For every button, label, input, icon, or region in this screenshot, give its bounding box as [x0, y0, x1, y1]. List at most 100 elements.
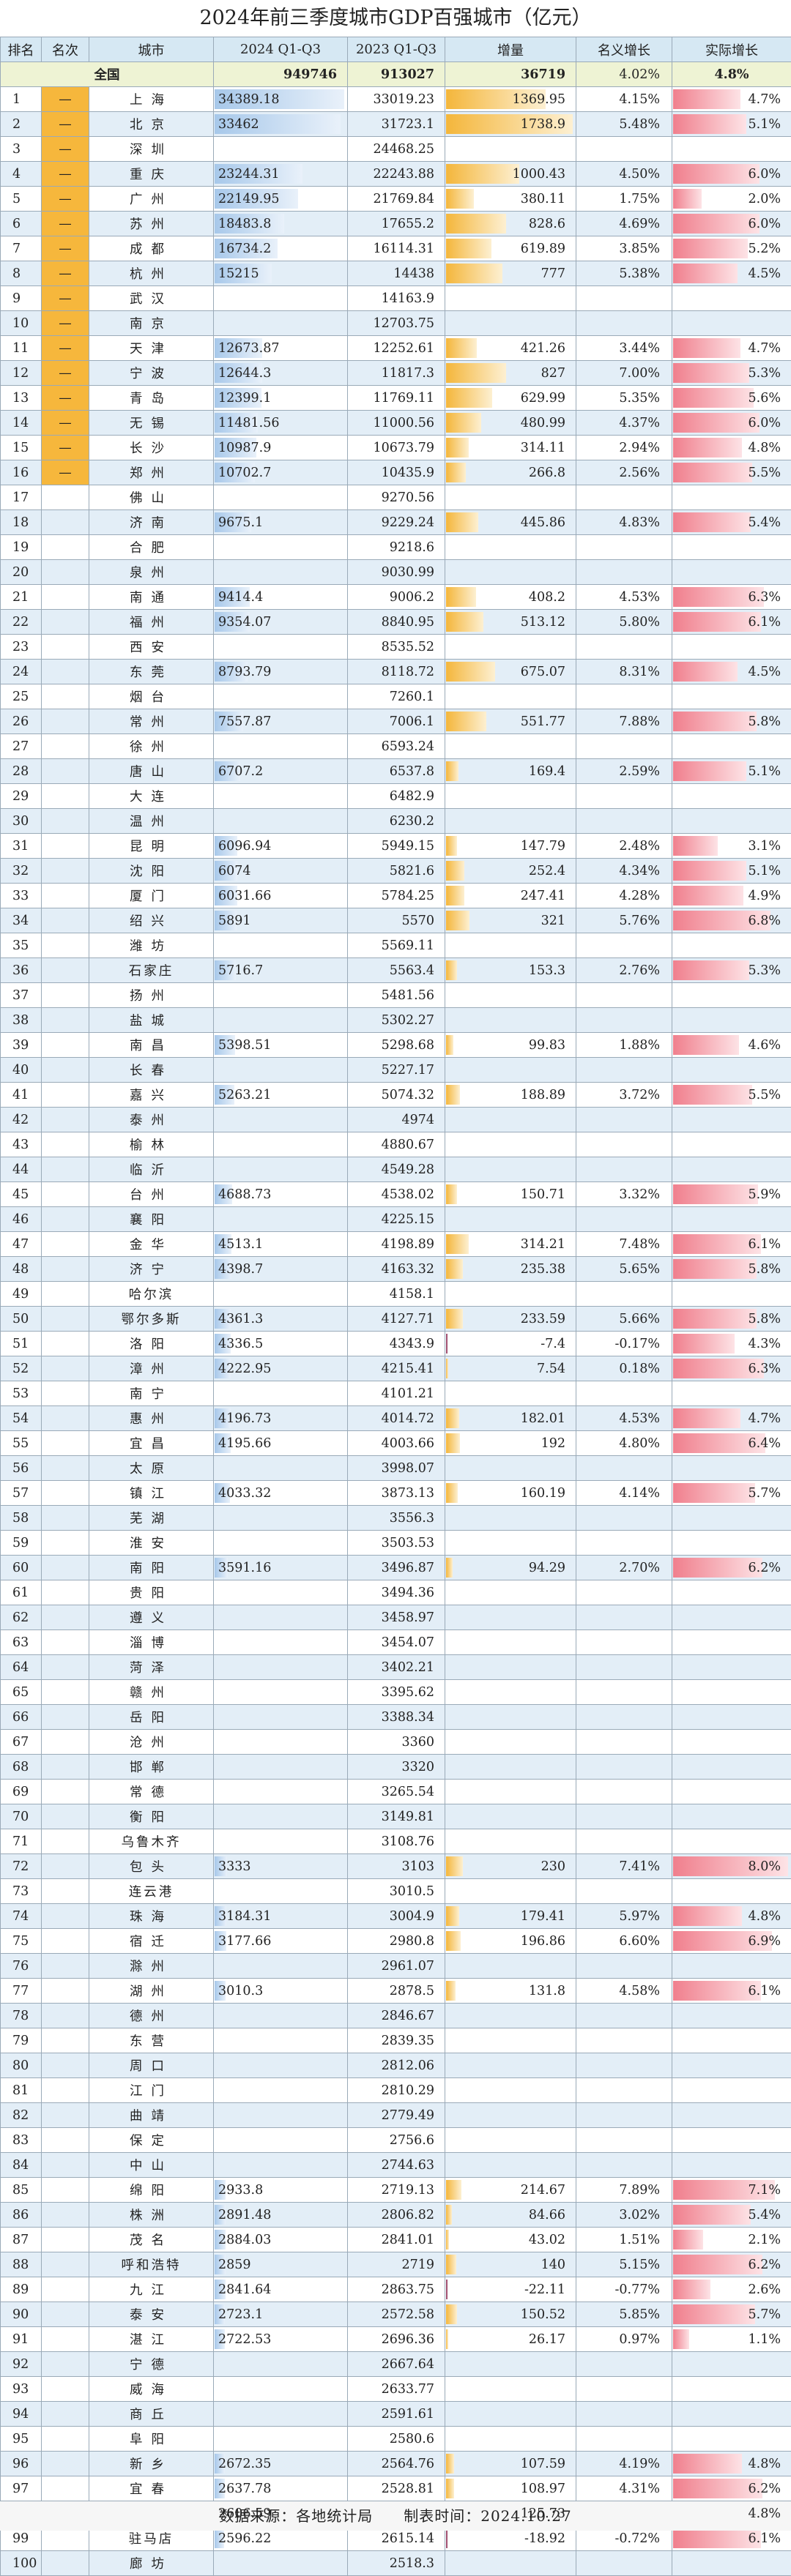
rank-cell: 26 — [1, 709, 42, 734]
increase-cell — [445, 1755, 576, 1780]
name-cell — [42, 1431, 89, 1456]
name-cell — [42, 1904, 89, 1929]
increase-cell: 445.86 — [445, 510, 576, 535]
increase-cell — [445, 1804, 576, 1829]
name-cell — [42, 2277, 89, 2302]
increase-bar — [446, 2304, 457, 2324]
increase-value: 619.89 — [521, 236, 565, 261]
increase-value: 1369.95 — [513, 87, 565, 111]
increase-value: 192 — [541, 1431, 565, 1455]
increase-cell: 192 — [445, 1431, 576, 1456]
nominal-growth-cell: 4.14% — [576, 1481, 672, 1506]
name-cell — [42, 1829, 89, 1854]
increase-bar — [446, 1433, 460, 1453]
gdp-2023-cell: 3503.53 — [348, 1531, 445, 1556]
total-row: 全国 949746 913027 36719 4.02% 4.8% — [1, 62, 791, 87]
real-growth-bar — [673, 2230, 703, 2250]
gdp-2024-cell — [214, 535, 348, 560]
name-cell — [42, 1680, 89, 1705]
gdp-2024-value: 2891.48 — [218, 2208, 271, 2222]
real-growth-cell: 5.7% — [672, 1481, 791, 1506]
gdp-2024-cell — [214, 2053, 348, 2078]
gdp-2024-value: 2933.8 — [218, 2183, 263, 2198]
gdp-2024-value: 12673.87 — [218, 341, 280, 356]
name-cell — [42, 1083, 89, 1108]
rank-cell: 76 — [1, 1954, 42, 1979]
gdp-2024-value: 16734.2 — [218, 242, 271, 256]
increase-cell: 421.26 — [445, 336, 576, 361]
name-cell — [42, 1307, 89, 1332]
increase-cell — [445, 1879, 576, 1904]
nominal-growth-cell: 4.37% — [576, 411, 672, 436]
nominal-growth-cell: 2.59% — [576, 759, 672, 784]
gdp-2024-cell — [214, 1829, 348, 1854]
nominal-growth-cell: 5.97% — [576, 1904, 672, 1929]
city-cell: 湖州 — [89, 1979, 214, 2004]
gdp-2023-cell: 2744.63 — [348, 2153, 445, 2178]
nominal-growth-cell — [576, 1705, 672, 1730]
gdp-2024-cell — [214, 137, 348, 162]
rank-cell: 43 — [1, 1132, 42, 1157]
real-growth-cell: 4.5% — [672, 660, 791, 684]
real-growth-value: 6.4% — [749, 1431, 781, 1455]
gdp-2024-cell: 3184.31 — [214, 1904, 348, 1929]
gdp-2024-cell — [214, 1804, 348, 1829]
city-cell: 泰安 — [89, 2302, 214, 2327]
increase-bar — [446, 1184, 457, 1204]
city-cell: 岳阳 — [89, 1705, 214, 1730]
increase-cell — [445, 286, 576, 311]
gdp-2024-cell: 4688.73 — [214, 1182, 348, 1207]
gdp-2024-cell — [214, 1531, 348, 1556]
name-cell — [42, 859, 89, 884]
city-cell: 苏州 — [89, 212, 214, 236]
gdp-2024-cell — [214, 635, 348, 660]
real-growth-cell: 6.0% — [672, 162, 791, 187]
increase-bar — [446, 1931, 461, 1951]
increase-cell: 380.11 — [445, 187, 576, 212]
name-cell — [42, 759, 89, 784]
gdp-2023-cell: 4549.28 — [348, 1157, 445, 1182]
nominal-growth-cell — [576, 2053, 672, 2078]
real-growth-value: 6.9% — [749, 1929, 781, 1953]
name-cell: — — [42, 112, 89, 137]
increase-bar — [446, 1334, 448, 1354]
name-cell — [42, 2476, 89, 2501]
real-growth-cell — [672, 1605, 791, 1630]
city-cell: 周口 — [89, 2053, 214, 2078]
increase-bar — [446, 463, 466, 482]
increase-cell: 252.4 — [445, 859, 576, 884]
nominal-growth-cell: 2.94% — [576, 436, 672, 460]
nominal-growth-cell: 2.48% — [576, 834, 672, 859]
increase-bar — [446, 662, 495, 682]
real-growth-bar — [673, 2205, 751, 2225]
real-growth-cell — [672, 1132, 791, 1157]
gdp-2023-cell: 6230.2 — [348, 809, 445, 834]
gdp-2024-value: 2884.03 — [218, 2233, 271, 2247]
header-row: 排名 名次 城市 2024 Q1-Q3 2023 Q1-Q3 增量 名义增长 实… — [1, 37, 791, 62]
gdp-2024-cell: 5891 — [214, 908, 348, 933]
nominal-growth-cell — [576, 784, 672, 809]
rank-cell: 27 — [1, 734, 42, 759]
increase-cell: 230 — [445, 1854, 576, 1879]
nominal-growth-cell: 1.88% — [576, 1033, 672, 1058]
gdp-2023-cell: 4101.21 — [348, 1381, 445, 1406]
real-growth-bar — [673, 2280, 710, 2299]
nominal-growth-cell: 5.38% — [576, 261, 672, 286]
real-growth-cell: 7.1% — [672, 2178, 791, 2203]
real-growth-cell: 4.9% — [672, 884, 791, 908]
real-growth-value: 4.3% — [749, 1332, 781, 1356]
gdp-2024-cell — [214, 734, 348, 759]
increase-value: 131.8 — [529, 1979, 565, 2003]
rank-cell: 23 — [1, 635, 42, 660]
city-cell: 成都 — [89, 236, 214, 261]
gdp-2024-cell: 6096.94 — [214, 834, 348, 859]
increase-cell — [445, 1954, 576, 1979]
